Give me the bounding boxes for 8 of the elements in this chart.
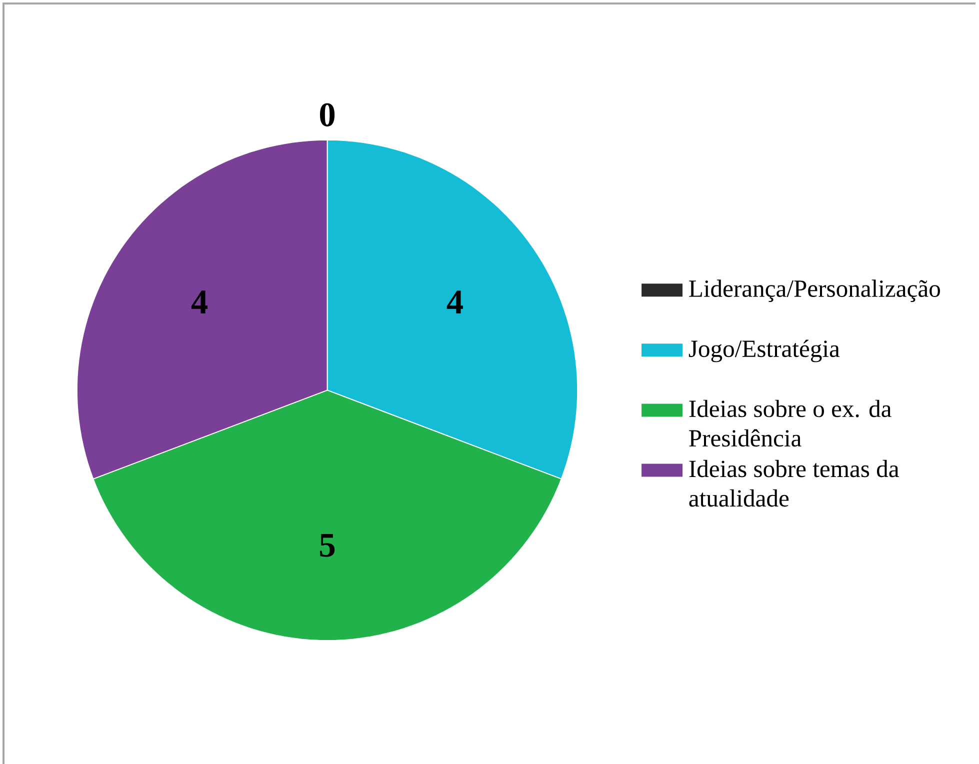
data-label: 4 [446, 290, 463, 314]
legend-label: Jogo/Estratégia [688, 340, 840, 362]
data-label: 5 [320, 534, 335, 557]
data-label: 4 [191, 290, 208, 314]
legend-label: Ideias sobre o ex. da Presidência [689, 400, 892, 446]
text: 0 [320, 103, 335, 126]
legend-label: Liderança/Personalização [689, 280, 940, 302]
legend-label: Ideias sobre temas da atualidade [689, 460, 899, 507]
